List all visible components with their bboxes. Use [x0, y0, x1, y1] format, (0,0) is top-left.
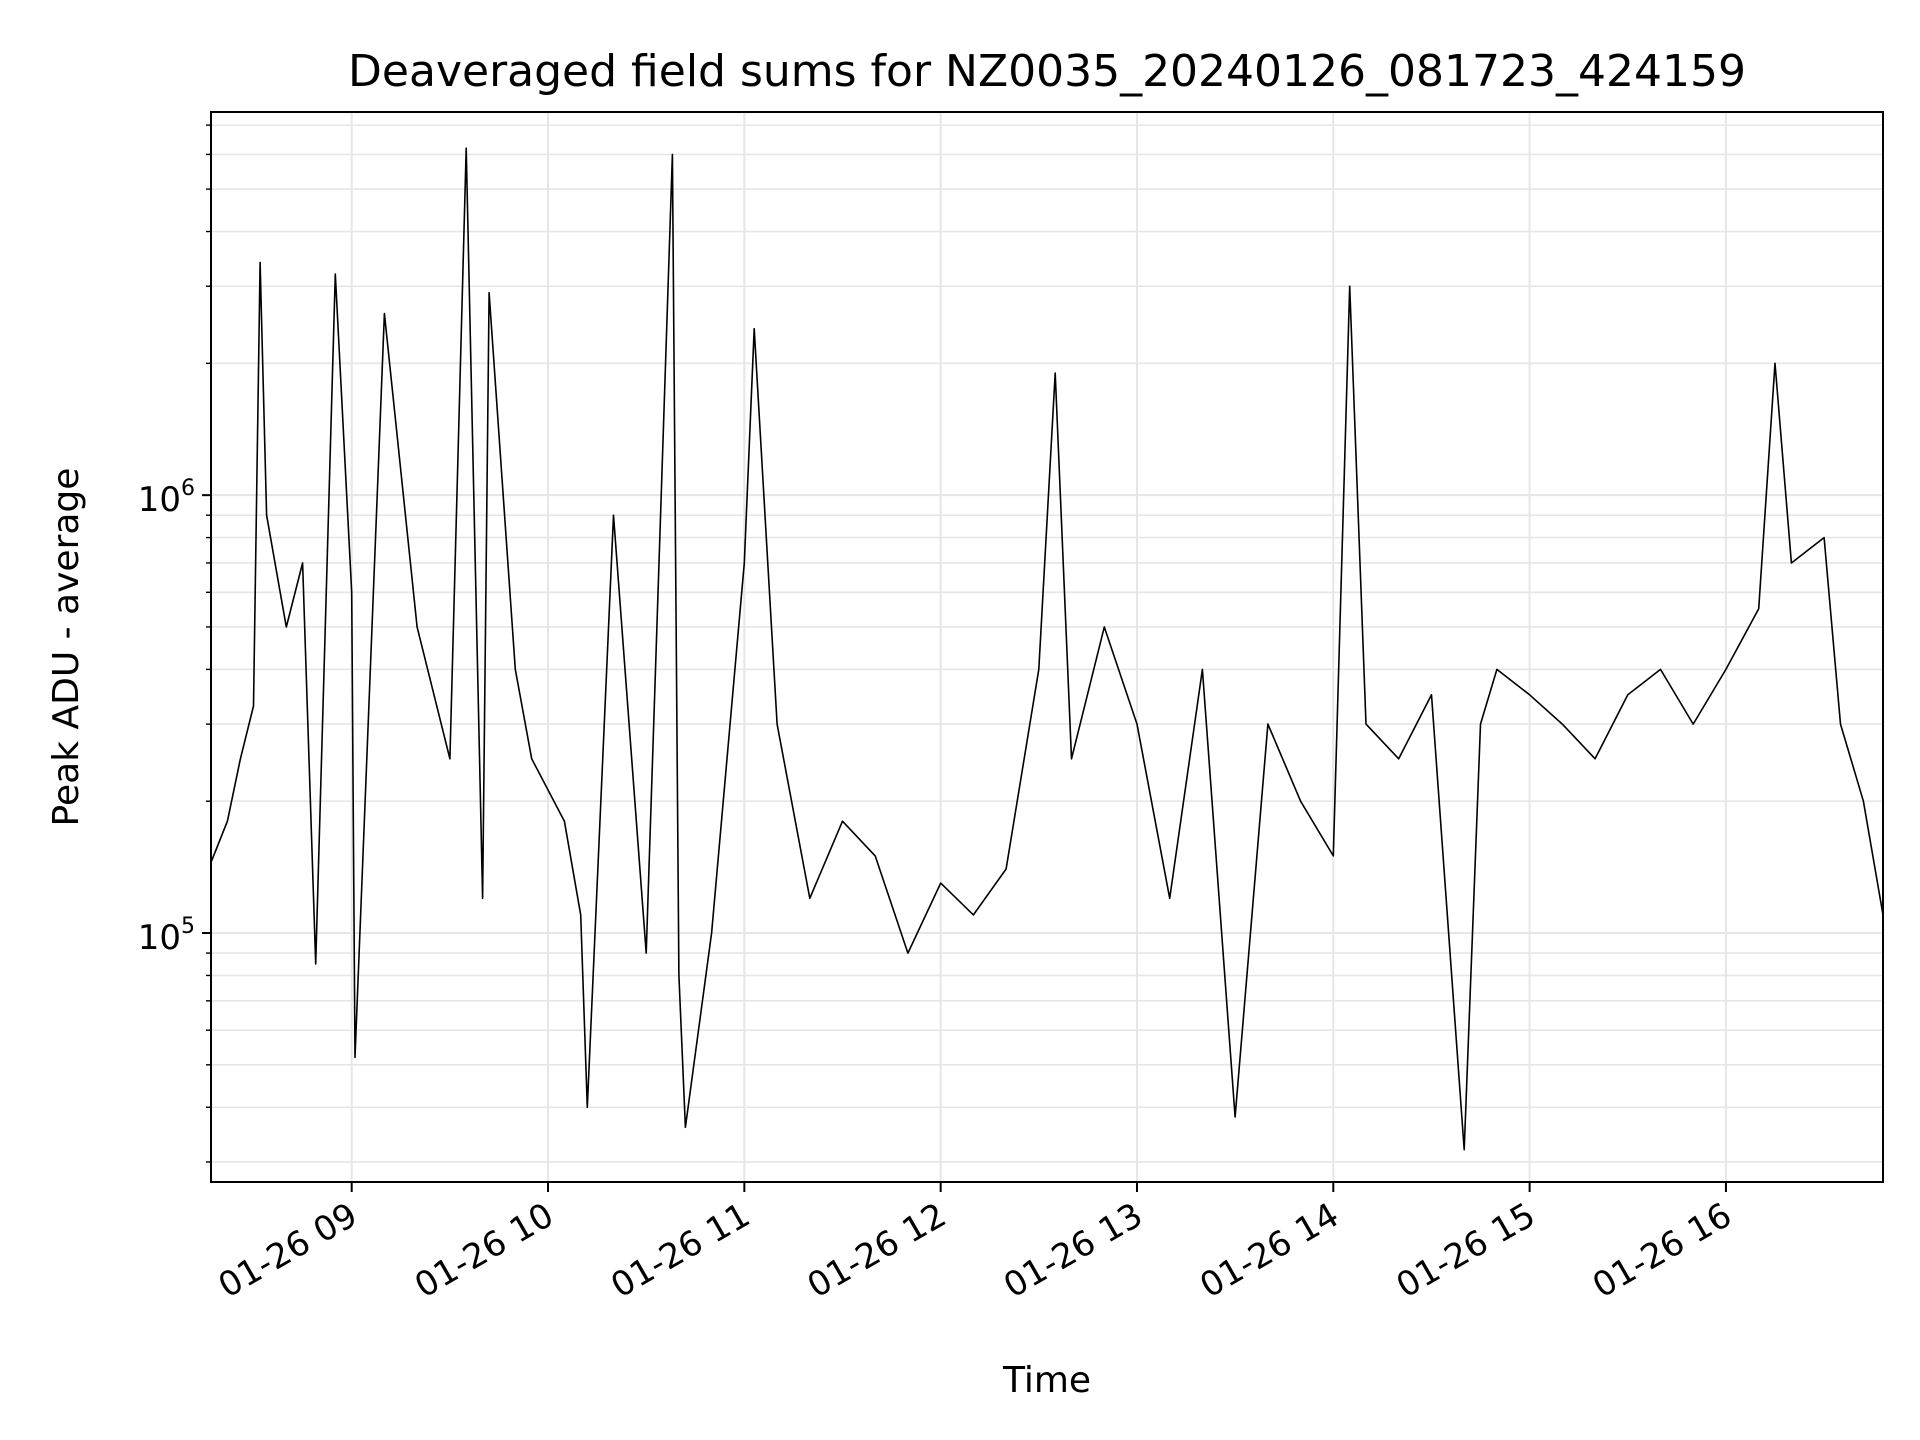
grid [211, 112, 1883, 1182]
x-axis-label: Time [1002, 1360, 1091, 1401]
y-tick-label: 105 [138, 914, 195, 958]
chart-title: Deaveraged field sums for NZ0035_2024012… [348, 46, 1746, 97]
series-layer [210, 147, 1884, 1151]
plot-frame [210, 111, 1884, 1183]
series-line [210, 147, 1884, 1151]
y-axis-label: Peak ADU - average [46, 468, 87, 827]
y-tick-label: 106 [138, 476, 195, 520]
